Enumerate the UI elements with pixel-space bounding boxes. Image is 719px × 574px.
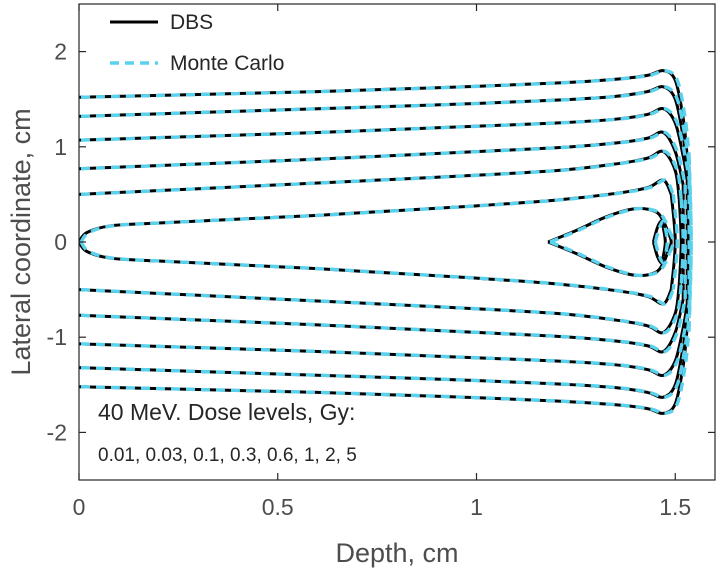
monte-carlo-contour-line (80, 149, 683, 200)
contour-lines (79, 68, 693, 416)
y-tick-label: 1 (54, 134, 67, 160)
monte-carlo-contour-line (79, 240, 675, 306)
x-tick-label: 0 (73, 494, 86, 520)
monte-carlo-contour-line (663, 227, 669, 257)
monte-carlo-contour-line (80, 130, 687, 186)
monte-carlo-contour-line (80, 317, 691, 400)
monte-carlo-contour-line (80, 327, 691, 416)
legend: DBS Monte Carlo (110, 11, 284, 75)
x-tick-label: 0.5 (262, 494, 294, 520)
dbs-contour-line (661, 227, 667, 257)
dbs-contour-line (79, 298, 685, 354)
y-tick-label: 2 (54, 39, 67, 65)
monte-carlo-contour-line (667, 229, 675, 255)
monte-carlo-contour-line (653, 219, 667, 243)
x-tick-label: 1.5 (659, 494, 691, 520)
dbs-contour-line (677, 199, 683, 285)
y-tick-label: -1 (47, 324, 67, 350)
y-tick-label: 0 (54, 229, 67, 255)
y-axis-label: Lateral coordinate, cm (6, 108, 36, 375)
monte-carlo-contour-line (79, 178, 675, 244)
dbs-contour-line (79, 130, 685, 186)
x-axis-ticks: 0 0.5 1 1.5 (73, 4, 691, 520)
monte-carlo-contour-line (549, 240, 671, 278)
annotation-title: 40 MeV. Dose levels, Gy: (98, 399, 355, 425)
dbs-contour-line (79, 149, 681, 200)
annotation-dose-levels: 0.01, 0.03, 0.1, 0.3, 0.6, 1, 2, 5 (98, 445, 357, 466)
dbs-contour-line (79, 284, 681, 335)
monte-carlo-contour-line (549, 206, 671, 244)
legend-label-dbs: DBS (170, 11, 213, 34)
monte-carlo-contour-line (80, 84, 691, 167)
monte-carlo-contour-line (80, 68, 691, 157)
monte-carlo-contour-line (653, 241, 667, 265)
monte-carlo-contour-line (80, 298, 687, 354)
y-axis-ticks: 2 1 0 -1 -2 (47, 39, 715, 445)
dbs-contour-line (665, 230, 673, 254)
monte-carlo-contour-line (679, 199, 685, 285)
legend-label-monte-carlo: Monte Carlo (170, 52, 284, 75)
monte-carlo-contour-line (80, 284, 683, 335)
dbs-contour-line (669, 194, 677, 290)
x-axis-label: Depth, cm (335, 538, 458, 568)
y-tick-label: -2 (47, 419, 67, 445)
monte-carlo-contour-line (80, 303, 691, 378)
x-tick-label: 1 (470, 494, 483, 520)
monte-carlo-contour-line (80, 106, 691, 181)
monte-carlo-contour-line (671, 194, 679, 290)
